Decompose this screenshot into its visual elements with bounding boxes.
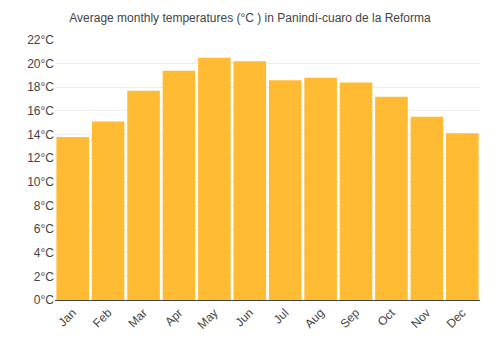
svg-text:14°C: 14°C: [27, 128, 54, 142]
svg-text:Oct: Oct: [375, 305, 399, 329]
svg-text:Sep: Sep: [337, 306, 362, 331]
svg-text:Apr: Apr: [162, 306, 185, 329]
svg-text:May: May: [195, 306, 221, 332]
svg-text:Average monthly temperatures (: Average monthly temperatures (°C ) in Pa…: [69, 11, 431, 25]
svg-text:Mar: Mar: [125, 306, 150, 331]
svg-text:20°C: 20°C: [27, 57, 54, 71]
svg-text:12°C: 12°C: [27, 151, 54, 165]
svg-text:Nov: Nov: [408, 306, 433, 331]
svg-text:22°C: 22°C: [27, 33, 54, 47]
svg-text:Aug: Aug: [302, 306, 327, 331]
svg-text:Dec: Dec: [444, 306, 469, 331]
svg-text:16°C: 16°C: [27, 104, 54, 118]
svg-text:Feb: Feb: [90, 306, 115, 331]
svg-text:Jun: Jun: [233, 306, 257, 330]
svg-text:Jul: Jul: [271, 306, 292, 327]
svg-text:6°C: 6°C: [34, 222, 54, 236]
svg-text:2°C: 2°C: [34, 270, 54, 284]
svg-text:4°C: 4°C: [34, 246, 54, 260]
svg-text:8°C: 8°C: [34, 199, 54, 213]
svg-text:Jan: Jan: [55, 306, 79, 330]
svg-text:10°C: 10°C: [27, 175, 54, 189]
svg-text:18°C: 18°C: [27, 80, 54, 94]
svg-text:0°C: 0°C: [34, 293, 54, 307]
